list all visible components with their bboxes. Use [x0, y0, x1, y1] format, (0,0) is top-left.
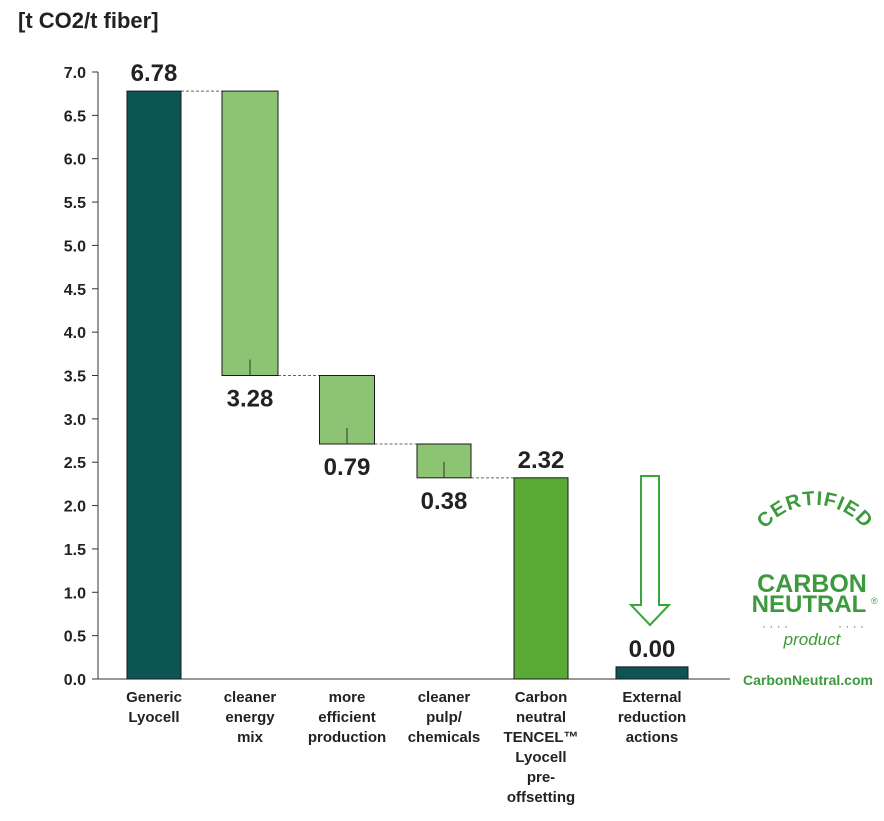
y-tick-label: 6.5	[64, 108, 86, 125]
logo-certified-text: CERTIFIED	[753, 488, 877, 533]
y-tick-label: 4.0	[64, 325, 86, 342]
down-arrow-icon	[628, 475, 672, 627]
y-tick-label: 1.5	[64, 542, 86, 559]
y-tick-label: 5.5	[64, 195, 86, 212]
bar	[513, 477, 569, 680]
data-label: 3.28	[227, 386, 274, 413]
y-tick-label: 2.5	[64, 455, 86, 472]
x-axis-labels: Generic Lyocell cleaner energy mix more effici…	[126, 689, 686, 806]
logo-dots-right: · · · ·	[838, 619, 864, 633]
x-tick-label: Generic Lyocell	[126, 689, 182, 726]
data-labels: 6.78 3.28 0.79 0.38 2.32 0.00	[131, 60, 676, 663]
x-tick-label: cleaner energy mix	[224, 689, 277, 746]
data-label: 2.32	[518, 447, 565, 474]
data-label: 0.38	[421, 488, 468, 515]
arrow-shape	[628, 475, 672, 627]
bars	[126, 90, 689, 680]
y-tick-label: 3.0	[64, 412, 86, 429]
logo-dots-left: · · · ·	[762, 619, 788, 633]
bar	[615, 666, 689, 680]
logo-product-text: product	[783, 630, 842, 649]
y-tick-label: 1.0	[64, 585, 86, 602]
x-tick-label: Carbon neutral TENCEL™ Lyocell pre-offsettin…	[504, 689, 579, 806]
y-tick-label: 4.5	[64, 282, 86, 299]
y-tick-label: 3.5	[64, 369, 86, 386]
bar	[126, 90, 182, 680]
logo-registered-mark: ®	[871, 596, 878, 606]
y-axis-unit-label: [t CO2/t fiber]	[18, 8, 159, 33]
logo-url-text: CarbonNeutral.com	[743, 672, 873, 688]
y-tick-label: 2.0	[64, 499, 86, 516]
carbon-neutral-logo: CERTIFIED CARBON NEUTRAL ® product · · ·…	[743, 488, 878, 688]
data-label: 0.79	[324, 454, 371, 481]
x-tick-label: more efficient production	[308, 689, 386, 746]
y-tick-label: 6.0	[64, 152, 86, 169]
connector-lines	[181, 90, 514, 479]
data-label: 6.78	[131, 60, 178, 87]
y-tick-label: 0.5	[64, 629, 86, 646]
bar	[221, 90, 279, 376]
x-tick-label: External reduction actions	[618, 689, 686, 746]
x-tick-label: cleaner pulp/chemicals	[408, 689, 481, 746]
y-tick-label: 5.0	[64, 238, 86, 255]
y-tick-label: 7.0	[64, 65, 86, 82]
logo-neutral-text: NEUTRAL	[752, 591, 867, 618]
logo-carbon-text: CARBON	[757, 570, 867, 598]
y-tick-label: 0.0	[64, 672, 86, 689]
data-label: 0.00	[629, 636, 676, 663]
y-axis: 0.0 0.5 1.0 1.5 2.0 2.5 3.0 3.5 4.0 4.5 5.0 5.5 6.0 6…	[64, 65, 730, 689]
